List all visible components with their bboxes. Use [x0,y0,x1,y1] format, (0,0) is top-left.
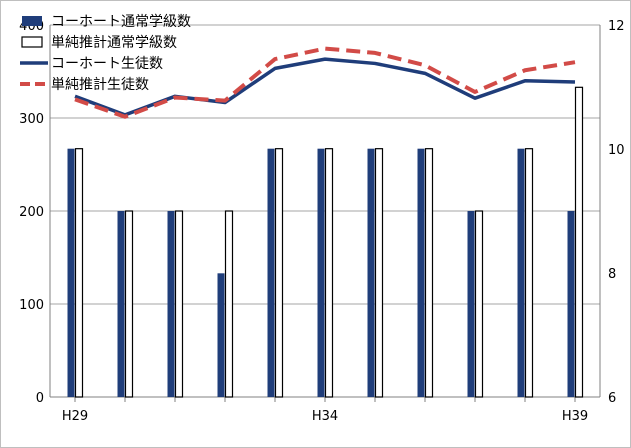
legend-label: コーホート生徒数 [51,56,163,72]
legend-label: 単純推計生徒数 [51,77,149,93]
y-right-tick-label: 10 [608,143,625,158]
bar [67,148,75,397]
bar [267,148,275,397]
legend-label: コーホート通常学級数 [51,14,191,30]
bar [124,210,134,398]
bar [117,211,125,397]
y-right-tick-label: 12 [608,19,625,34]
y-left-tick-label: 300 [19,112,44,127]
bar [524,148,534,398]
series-line-dashed [74,46,576,119]
bar [467,211,475,397]
legend-swatch [22,16,42,26]
bar [424,148,434,398]
y-right-tick-label: 8 [608,267,616,282]
bar [417,148,425,397]
y-left-tick-label: 100 [19,298,44,313]
x-tick-label: H34 [312,409,338,424]
bar [317,148,325,397]
bar [167,211,175,397]
bar [324,148,334,398]
bar [174,210,184,398]
bar [474,210,484,398]
bar [74,148,84,398]
bar [217,273,225,397]
bar [224,210,234,398]
x-tick-label: H39 [562,409,588,424]
y-left-tick-label: 0 [36,391,44,406]
x-tick-label: H29 [62,409,88,424]
legend-label: 単純推計通常学級数 [51,35,177,51]
legend-swatch [21,36,43,48]
bar [567,211,575,397]
bar [274,148,284,398]
bar [367,148,375,397]
bar [374,148,384,398]
bar [574,86,584,398]
bar [517,148,525,397]
y-right-tick-label: 6 [608,391,616,406]
y-left-tick-label: 200 [19,205,44,220]
